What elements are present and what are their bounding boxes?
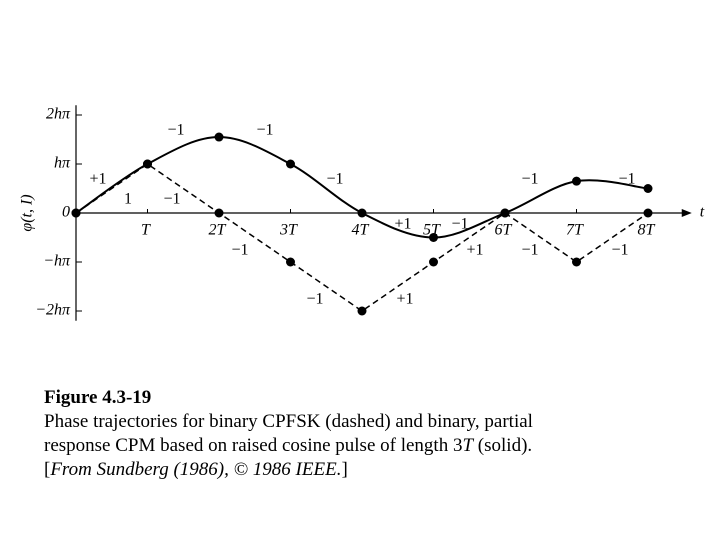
- data-point: [572, 257, 581, 267]
- data-point: [286, 257, 295, 267]
- annotation: +1: [394, 216, 411, 233]
- series-line: [75, 163, 649, 312]
- caption-label: Figure 4.3-19: [44, 387, 152, 408]
- annotation: −1: [611, 242, 628, 259]
- data-point: [286, 159, 295, 169]
- annotation: −1: [231, 242, 248, 259]
- annotation: −1: [451, 216, 468, 233]
- x-tick-label: 8T: [638, 222, 656, 239]
- annotation: −1: [306, 291, 323, 308]
- caption-text: response CPM based on raised cosine puls…: [44, 435, 463, 456]
- annotation: −1: [521, 171, 538, 188]
- caption-text: T: [462, 435, 474, 456]
- x-axis-arrow: [681, 209, 692, 217]
- data-point: [357, 208, 367, 218]
- data-point: [214, 132, 224, 142]
- caption-text: [: [44, 459, 51, 480]
- annotation: 1: [124, 191, 132, 208]
- data-point: [643, 184, 653, 193]
- x-tick-label: 3T: [279, 222, 298, 239]
- caption-text: ]: [341, 459, 348, 480]
- data-point: [429, 257, 438, 267]
- y-tick-label: −hπ: [43, 253, 71, 270]
- y-tick-label: 0: [62, 204, 70, 221]
- data-point: [572, 176, 581, 186]
- y-tick-label: hπ: [54, 155, 71, 172]
- caption-text: (solid).: [473, 435, 533, 456]
- annotation: −1: [618, 171, 635, 188]
- y-axis-label: φ(t, I): [19, 194, 36, 231]
- data-point: [71, 208, 81, 218]
- data-point: [357, 306, 367, 316]
- y-tick-label: −2hπ: [35, 302, 71, 319]
- data-point: [143, 159, 152, 169]
- caption-text: From Sundberg (1986), © 1986 IEEE.: [50, 459, 342, 480]
- y-tick-label: 2hπ: [46, 106, 71, 123]
- data-point: [429, 233, 438, 242]
- annotation: −1: [163, 191, 180, 208]
- annotation: −1: [167, 122, 184, 139]
- x-tick-label: 7T: [566, 222, 584, 239]
- data-point: [500, 208, 510, 218]
- data-point: [643, 208, 653, 218]
- x-tick-label: T: [141, 222, 151, 239]
- annotation: +1: [89, 171, 106, 188]
- annotation: −1: [256, 122, 273, 139]
- annotation: −1: [521, 242, 538, 259]
- annotation: +1: [466, 242, 483, 259]
- data-point: [214, 208, 224, 218]
- x-tick-label: 6T: [495, 222, 513, 239]
- annotation: +1: [396, 291, 413, 308]
- caption: Figure 4.3-19 Phase trajectories for bin…: [44, 386, 533, 482]
- x-axis-label: t: [700, 204, 705, 221]
- x-tick-label: 2T: [209, 222, 227, 239]
- x-tick-label: 4T: [352, 222, 370, 239]
- annotation: −1: [326, 171, 343, 188]
- caption-text: Phase trajectories for binary CPFSK (das…: [44, 411, 533, 432]
